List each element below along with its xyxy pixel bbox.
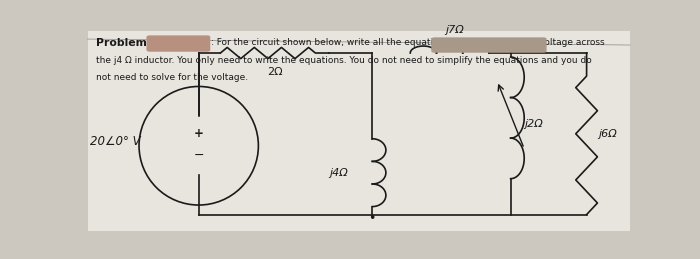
Text: not need to solve for the voltage.: not need to solve for the voltage. xyxy=(96,73,248,82)
FancyBboxPatch shape xyxy=(432,38,546,52)
Text: 20∠0° V: 20∠0° V xyxy=(90,135,141,148)
Text: j2Ω: j2Ω xyxy=(524,119,543,129)
FancyBboxPatch shape xyxy=(147,36,209,51)
Text: •: • xyxy=(369,212,376,225)
Text: −: − xyxy=(193,149,204,162)
Text: : For the circuit shown below, write all the equations needed to find the voltag: : For the circuit shown below, write all… xyxy=(211,38,605,47)
Text: •: • xyxy=(491,45,499,57)
Text: j7Ω: j7Ω xyxy=(446,25,464,35)
FancyBboxPatch shape xyxy=(88,31,630,231)
Text: j6Ω: j6Ω xyxy=(598,129,617,139)
Text: +: + xyxy=(194,127,204,140)
Text: the j4 Ω inductor. You only need to write the equations. You do not need to simp: the j4 Ω inductor. You only need to writ… xyxy=(96,56,592,65)
Text: j4Ω: j4Ω xyxy=(329,168,348,178)
Text: 2Ω: 2Ω xyxy=(267,67,283,77)
Text: Problem 10: Problem 10 xyxy=(96,38,165,48)
